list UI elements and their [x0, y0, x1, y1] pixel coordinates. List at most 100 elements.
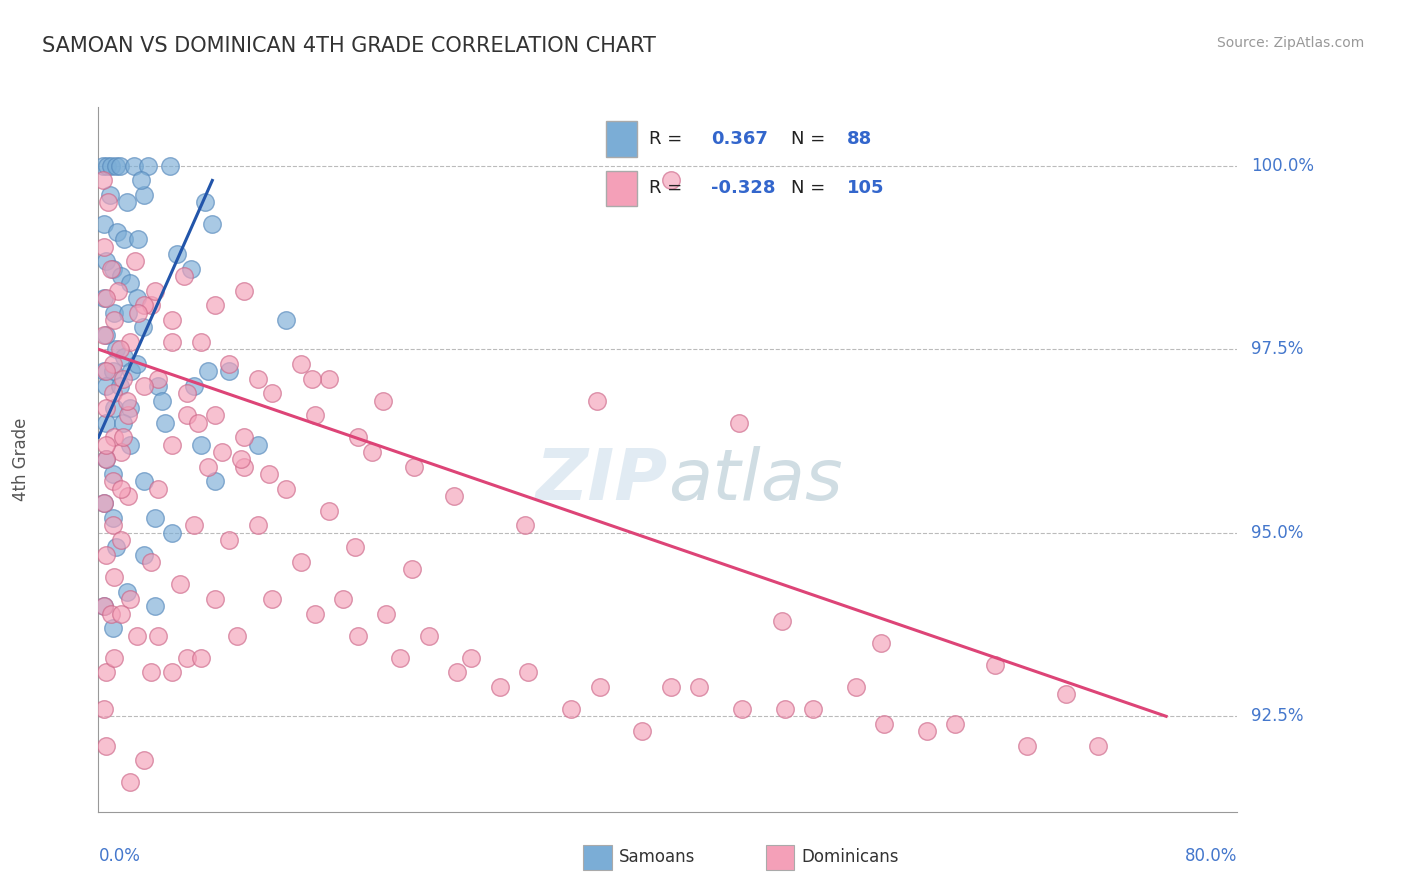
Point	[107, 284, 129, 298]
Point	[728, 416, 751, 430]
Point	[229, 452, 252, 467]
Point	[1087, 739, 1109, 753]
Point	[132, 379, 155, 393]
Point	[176, 386, 198, 401]
Point	[304, 409, 326, 423]
Point	[127, 232, 149, 246]
Point	[984, 657, 1007, 672]
Point	[489, 680, 512, 694]
Point	[588, 680, 610, 694]
Point	[111, 430, 134, 444]
Point	[118, 277, 141, 291]
Point	[94, 254, 117, 268]
Point	[262, 591, 284, 606]
Point	[93, 496, 115, 510]
Point	[100, 261, 122, 276]
Point	[110, 607, 132, 621]
Point	[1015, 739, 1038, 753]
Point	[301, 371, 323, 385]
Point	[276, 313, 298, 327]
Text: R =: R =	[650, 179, 682, 197]
Point	[101, 467, 124, 481]
Point	[148, 371, 170, 385]
Point	[246, 371, 269, 385]
Point	[201, 218, 224, 232]
Text: -0.328: -0.328	[711, 179, 775, 197]
Point	[108, 379, 131, 393]
Point	[152, 393, 174, 408]
Point	[190, 334, 212, 349]
Point	[418, 629, 440, 643]
Point	[93, 599, 115, 614]
Point	[112, 350, 135, 364]
Point	[125, 357, 148, 371]
Point	[94, 548, 117, 562]
Point	[108, 159, 131, 173]
Point	[117, 489, 139, 503]
Text: 97.5%: 97.5%	[1251, 340, 1303, 359]
Point	[446, 665, 468, 680]
Point	[93, 496, 115, 510]
Point	[162, 313, 184, 327]
Point	[343, 541, 366, 555]
Point	[118, 775, 141, 789]
Point	[122, 159, 145, 173]
Point	[262, 386, 284, 401]
Point	[148, 379, 170, 393]
Point	[290, 555, 312, 569]
Point	[515, 518, 537, 533]
Point	[101, 261, 124, 276]
Point	[111, 416, 134, 430]
Point	[145, 284, 167, 298]
Point	[162, 334, 184, 349]
Point	[246, 438, 269, 452]
Point	[232, 430, 254, 444]
Text: Source: ZipAtlas.com: Source: ZipAtlas.com	[1216, 36, 1364, 50]
Point	[360, 445, 382, 459]
Point	[101, 357, 124, 371]
Point	[117, 409, 139, 423]
Point	[773, 702, 796, 716]
Text: 80.0%: 80.0%	[1185, 847, 1237, 865]
Text: 0.367: 0.367	[711, 130, 768, 148]
Point	[94, 364, 117, 378]
Point	[183, 518, 205, 533]
Point	[125, 629, 148, 643]
Point	[688, 680, 710, 694]
Point	[101, 621, 124, 635]
Point	[94, 379, 117, 393]
Point	[110, 445, 132, 459]
Point	[131, 320, 153, 334]
Point	[145, 599, 167, 614]
Point	[204, 409, 226, 423]
Point	[176, 650, 198, 665]
Point	[148, 629, 170, 643]
Point	[304, 607, 326, 621]
Point	[404, 459, 426, 474]
Point	[103, 313, 125, 327]
Point	[104, 159, 127, 173]
Point	[190, 650, 212, 665]
Point	[129, 173, 152, 187]
Point	[124, 254, 146, 268]
Point	[94, 452, 117, 467]
Point	[443, 489, 465, 503]
Point	[93, 599, 115, 614]
Point	[211, 445, 233, 459]
Point	[110, 482, 132, 496]
Point	[318, 371, 340, 385]
Point	[204, 475, 226, 489]
Text: 95.0%: 95.0%	[1251, 524, 1303, 541]
Point	[162, 665, 184, 680]
Point	[112, 232, 135, 246]
Point	[259, 467, 281, 481]
Point	[318, 504, 340, 518]
Point	[631, 723, 654, 738]
Point	[94, 665, 117, 680]
Point	[517, 665, 540, 680]
Point	[770, 614, 793, 628]
Point	[118, 401, 141, 415]
FancyBboxPatch shape	[606, 170, 637, 206]
Point	[103, 650, 125, 665]
Point	[96, 159, 118, 173]
